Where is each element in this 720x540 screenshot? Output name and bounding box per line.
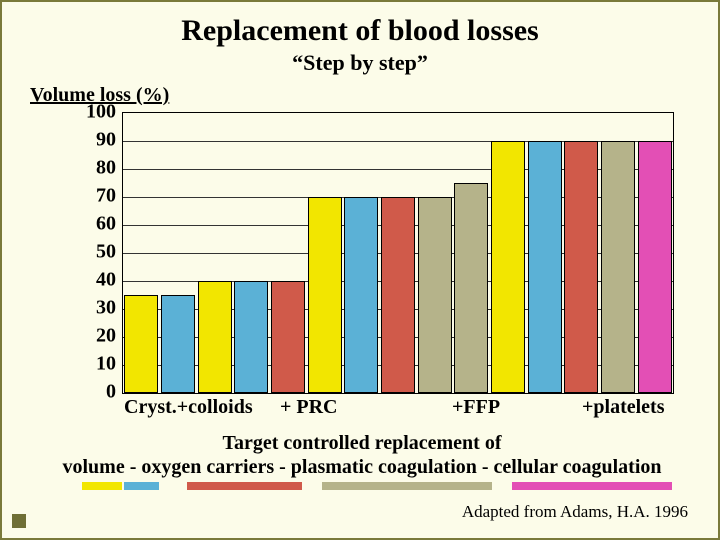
- y-tick-label: 50: [66, 241, 116, 264]
- source-citation: Adapted from Adams, H.A. 1996: [462, 502, 688, 522]
- x-label: Cryst.+colloids: [124, 396, 253, 419]
- y-tick-label: 60: [66, 213, 116, 236]
- bar: [564, 141, 598, 393]
- bar: [271, 281, 305, 393]
- y-tick-label: 70: [66, 185, 116, 208]
- x-label: +FFP: [452, 396, 500, 419]
- highlight-row: [82, 482, 692, 492]
- y-tick-label: 80: [66, 157, 116, 180]
- footer-line-2: volume - oxygen carriers - plasmatic coa…: [2, 456, 720, 479]
- corner-bullet-icon: [12, 514, 26, 528]
- y-tick-label: 100: [66, 101, 116, 124]
- page-subtitle: “Step by step”: [2, 50, 718, 76]
- bar: [601, 141, 635, 393]
- bar: [344, 197, 378, 393]
- footer-line-1: Target controlled replacement of: [2, 432, 720, 455]
- highlight-bar: [322, 482, 492, 490]
- y-tick-label: 40: [66, 269, 116, 292]
- page-title: Replacement of blood losses: [2, 14, 718, 48]
- y-tick-label: 20: [66, 325, 116, 348]
- bar: [528, 141, 562, 393]
- highlight-bar: [82, 482, 122, 490]
- chart-area: 0102030405060708090100 Cryst.+colloids+ …: [62, 112, 672, 412]
- highlight-bar: [512, 482, 672, 490]
- y-tick-label: 0: [66, 381, 116, 404]
- bar: [198, 281, 232, 393]
- bar: [491, 141, 525, 393]
- bar: [454, 183, 488, 393]
- y-tick-label: 90: [66, 129, 116, 152]
- bar: [418, 197, 452, 393]
- y-tick-label: 10: [66, 353, 116, 376]
- x-axis-labels: Cryst.+colloids + PRC +FFP +platelets: [122, 396, 672, 420]
- x-label: +platelets: [582, 396, 665, 419]
- highlight-bar: [187, 482, 302, 490]
- bar: [161, 295, 195, 393]
- bar: [124, 295, 158, 393]
- y-tick-label: 30: [66, 297, 116, 320]
- bar: [381, 197, 415, 393]
- x-label: + PRC: [280, 396, 338, 419]
- plot-region: [122, 112, 674, 394]
- highlight-bar: [124, 482, 159, 490]
- bar: [638, 141, 672, 393]
- bar: [308, 197, 342, 393]
- bar: [234, 281, 268, 393]
